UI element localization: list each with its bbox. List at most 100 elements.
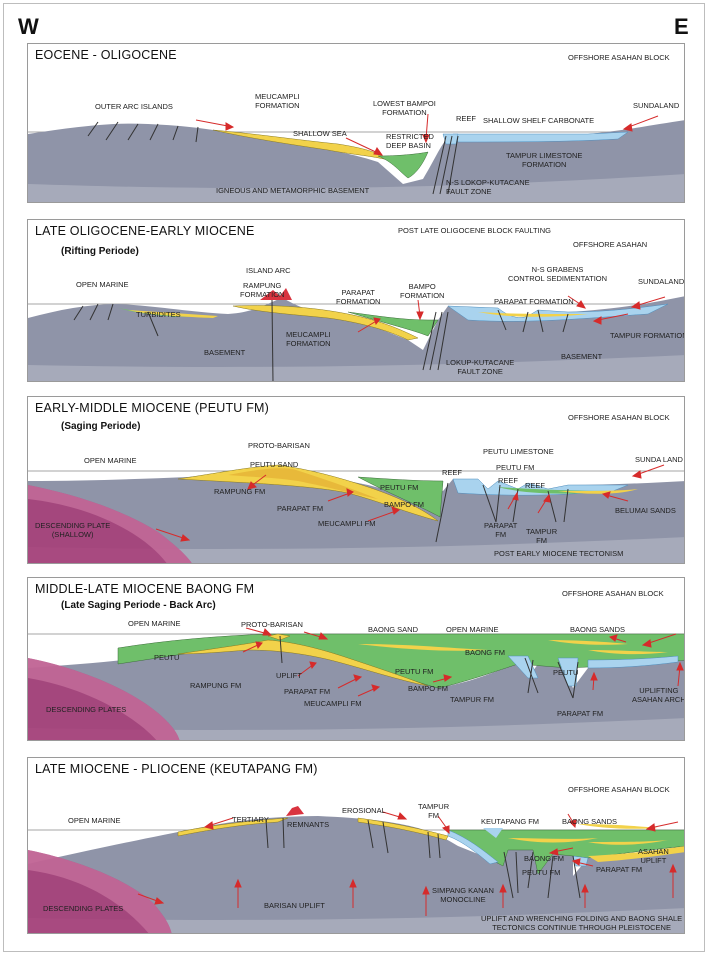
open-marine-label: OPEN MARINE (68, 816, 121, 825)
tampur-limestone (452, 131, 629, 143)
simpang-label: SIMPANG KANAN MONOCLINE (432, 886, 494, 904)
panel-4-cross-section (28, 627, 684, 740)
offshore-label: OFFSHORE ASAHAN (573, 240, 648, 249)
descending-plate-shade (28, 485, 192, 563)
rampung-volcanics (260, 288, 292, 300)
tertiary-remnant-east (357, 817, 449, 841)
basement-shade (28, 355, 684, 381)
tampur-cap (483, 828, 503, 838)
baong-sands-label: BAONG SANDS (562, 817, 618, 826)
panel-3-cross-section (28, 464, 684, 563)
panel-5-faults (265, 817, 581, 899)
reef-1-label: REEF (442, 468, 463, 477)
sundaland-label: SUNDALAND (633, 101, 680, 110)
panel-5-title: LATE MIOCENE - PLIOCENE (KEUTAPANG FM) (35, 762, 318, 776)
lokop-kutacane-faults (432, 135, 459, 195)
baong-sand-1 (358, 644, 488, 651)
tertiary-label: TERTIARY (232, 815, 269, 824)
baong-sand-3 (588, 650, 668, 655)
basement-shade (28, 537, 684, 563)
tampur-east (587, 655, 679, 669)
bampo-fill (357, 476, 444, 518)
bampo-label: BAMPO FM (408, 684, 449, 693)
descending-plate-label: DESCENDING PLATE (SHALLOW) (35, 521, 111, 539)
reef-2-label: REEF (498, 476, 519, 485)
parapat-label: PARAPAT FM (277, 504, 324, 513)
rampung-label: RAMPUNG FORMATION (240, 281, 285, 299)
peutu-limestone-label: PEUTU LIMESTONE (483, 447, 554, 456)
meucampli-label: MEUCAMPLI FORMATION (286, 330, 331, 348)
belumai-label: BELUMAI SANDS (615, 506, 676, 515)
erosional-label: EROSIONAL (342, 806, 386, 815)
parapat-fill (177, 464, 439, 522)
baong-sand-2 (548, 640, 628, 645)
peutu-2-label: PEUTU (553, 668, 579, 677)
shelf-label: SHALLOW SHELF CARBONATE (483, 116, 595, 125)
basement-shade (28, 908, 684, 933)
peutu-sand-label: PEUTU SAND (250, 460, 299, 469)
proto-barisan-label: PROTO-BARISAN (241, 620, 303, 629)
panel-4-arrows (242, 627, 684, 697)
peutu-label: PEUTU FM (522, 868, 561, 877)
panel-eocene-oligocene: EOCENE - OLIGOCENE OFFSHORE ASAHAN BLOCK… (27, 43, 685, 203)
sunda-land-label: SUNDA LAND (635, 455, 683, 464)
peutu-fm-label: PEUTU FM (395, 667, 434, 676)
figure-frame (3, 3, 705, 952)
keutapang-sand-1 (508, 838, 598, 843)
panel-5-cross-section (28, 806, 684, 933)
remnants-label: REMNANTS (287, 820, 330, 829)
panel-5-arrows (137, 811, 679, 916)
post-early-label: POST EARLY MIOCENE TECTONISM (494, 549, 624, 558)
panel-3-arrows (155, 464, 665, 542)
parapat-label: PARAPAT FM (284, 687, 331, 696)
offshore-label: OFFSHORE ASAHAN BLOCK (568, 785, 670, 794)
fault-zone-label: N-S LOKOP-KUTACANE FAULT ZONE (446, 178, 530, 196)
offshore-label: OFFSHORE ASAHAN BLOCK (562, 589, 664, 598)
restricted-label: RESTRICTED DEEP BASIN (386, 132, 434, 150)
panel-4-subtitle: (Late Saging Periode - Back Arc) (61, 600, 216, 611)
east-label: E (674, 14, 689, 39)
panel-late-miocene-pliocene: LATE MIOCENE - PLIOCENE (KEUTAPANG FM) O… (27, 757, 685, 934)
offshore-label: OFFSHORE ASAHAN BLOCK (568, 53, 670, 62)
panel-2-title: LATE OLIGOCENE-EARLY MIOCENE (35, 224, 255, 238)
parapat-formation-label: PARAPAT FORMATION (494, 297, 574, 306)
panel-late-oligocene: LATE OLIGOCENE-EARLY MIOCENE (Rifting Pe… (27, 219, 685, 382)
shallow-sea-label: SHALLOW SEA (293, 129, 347, 138)
tampur-label: TAMPUR FM (418, 802, 450, 820)
bampo-fill (347, 311, 439, 337)
belumai-sands-fill (558, 489, 638, 494)
tampur-fill (447, 303, 669, 322)
descending-label: DESCENDING PLATES (43, 904, 124, 913)
panel-4-title: MIDDLE-LATE MIOCENE BAONG FM (35, 582, 255, 596)
outer-arc-faults (87, 121, 199, 143)
panel-2-subtitle: (Rifting Periode) (61, 246, 139, 257)
meucampli-fill (232, 305, 419, 341)
panel-2-faults (73, 299, 569, 381)
reef-label: REEF (456, 114, 477, 123)
outer-arc-label: OUTER ARC ISLANDS (95, 102, 173, 111)
basement-shade (28, 174, 684, 202)
keutapang-sand-2 (578, 824, 658, 829)
post-late-label: POST LATE OLIGOCENE BLOCK FAULTING (398, 226, 551, 235)
volcanic-remnant (286, 806, 304, 816)
panel-4-faults (279, 635, 579, 699)
reef-3-label: REEF (525, 481, 546, 490)
asahan-uplift-label: ASAHAN UPLIFT (638, 847, 669, 865)
basement-label: IGNEOUS AND METAMORPHIC BASEMENT (216, 186, 370, 195)
keutapang-label: KEUTAPANG FM (481, 817, 540, 826)
panel-2-arrows (357, 295, 666, 333)
parapat-2-label: PARAPAT FM (557, 709, 604, 718)
meucampli-label: MEUCAMPLI FM (318, 519, 376, 528)
descending-plates-shade (28, 850, 172, 933)
tampur-label: TAMPUR FM (526, 527, 558, 545)
rampung-label: RAMPUNG FM (190, 681, 242, 690)
barisan-uplift-label: BARISAN UPLIFT (264, 901, 325, 910)
parapat-east (588, 846, 684, 862)
parapat-label: PARAPAT FM (596, 865, 643, 874)
bampoi-basin (377, 151, 429, 179)
panel-1-cross-section (28, 113, 684, 202)
baong-sands-label: BAONG SANDS (570, 625, 626, 634)
panel-middle-late-miocene: MIDDLE-LATE MIOCENE BAONG FM (Late Sagin… (27, 577, 685, 741)
rampung-label: RAMPUNG FM (214, 487, 266, 496)
panel-1-arrows (195, 113, 659, 156)
